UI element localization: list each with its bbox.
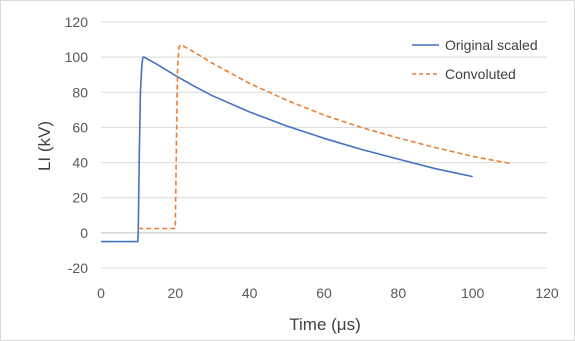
x-tick-label: 0 bbox=[97, 285, 105, 301]
x-axis-title: Time (μs) bbox=[289, 315, 361, 334]
x-tick-label: 40 bbox=[242, 285, 258, 301]
series-line-original-scaled bbox=[101, 56, 473, 243]
x-tick-label: 80 bbox=[391, 285, 407, 301]
legend-label-convoluted: Convoluted bbox=[445, 66, 516, 82]
series-lines bbox=[101, 43, 510, 243]
series-line-convoluted bbox=[138, 43, 510, 230]
gridlines bbox=[101, 21, 547, 269]
x-tick-label: 20 bbox=[168, 285, 184, 301]
y-tick-label: 0 bbox=[80, 225, 88, 241]
legend: Original scaled Convoluted bbox=[412, 37, 538, 82]
y-axis-title: LI (kV) bbox=[35, 121, 54, 171]
y-tick-label: 20 bbox=[72, 190, 88, 206]
x-tick-label: 120 bbox=[535, 285, 559, 301]
y-tick-label: 120 bbox=[65, 14, 89, 30]
legend-label-original-scaled: Original scaled bbox=[445, 37, 538, 53]
x-tick-label: 60 bbox=[316, 285, 332, 301]
y-tick-label: 60 bbox=[72, 119, 88, 135]
y-tick-label: -20 bbox=[68, 260, 88, 276]
y-tick-label: 100 bbox=[65, 49, 89, 65]
x-tick-labels: 0 20 40 60 80 100 120 bbox=[97, 285, 559, 301]
y-tick-label: 80 bbox=[72, 84, 88, 100]
y-tick-label: 40 bbox=[72, 155, 88, 171]
y-tick-labels: -20 0 20 40 60 80 100 120 bbox=[65, 14, 89, 276]
x-tick-label: 100 bbox=[461, 285, 485, 301]
